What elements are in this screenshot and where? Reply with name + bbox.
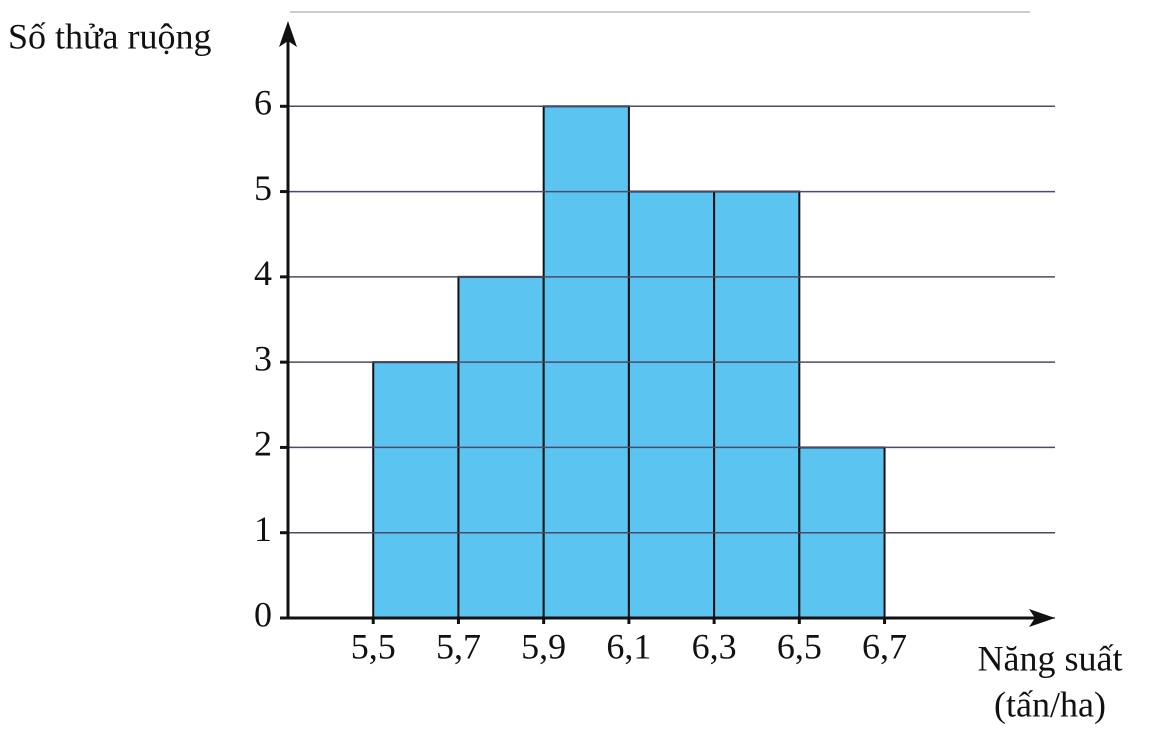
bar (713, 190, 801, 619)
y-tick-label: 2 (254, 424, 272, 464)
x-tick-label: 6,1 (606, 626, 651, 666)
x-axis-label: (tấn/ha) (994, 684, 1106, 724)
bar (372, 361, 460, 619)
x-tick-label: 5,5 (351, 626, 396, 666)
x-tick-label: 5,7 (436, 626, 481, 666)
x-tick-label: 6,3 (692, 626, 737, 666)
y-tick-label: 6 (254, 83, 272, 123)
y-tick-label: 3 (254, 338, 272, 378)
x-tick-label: 6,5 (777, 626, 822, 666)
x-axis-arrow (1029, 609, 1055, 627)
bar (627, 190, 716, 619)
y-tick-label: 0 (254, 594, 272, 634)
x-tick-label: 5,9 (521, 626, 566, 666)
y-tick-label: 4 (254, 253, 272, 293)
y-tick-label: 1 (254, 509, 272, 549)
y-tick-label: 5 (254, 168, 272, 208)
y-axis-label: Số thửa ruộng (8, 16, 212, 56)
x-axis-label: Năng suất (978, 638, 1123, 678)
x-tick-label: 6,7 (862, 626, 907, 666)
y-axis-arrow (279, 21, 297, 47)
